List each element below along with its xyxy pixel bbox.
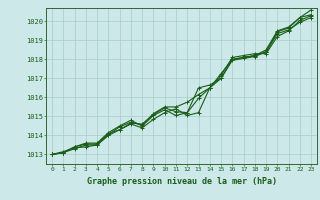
X-axis label: Graphe pression niveau de la mer (hPa): Graphe pression niveau de la mer (hPa)	[87, 177, 276, 186]
